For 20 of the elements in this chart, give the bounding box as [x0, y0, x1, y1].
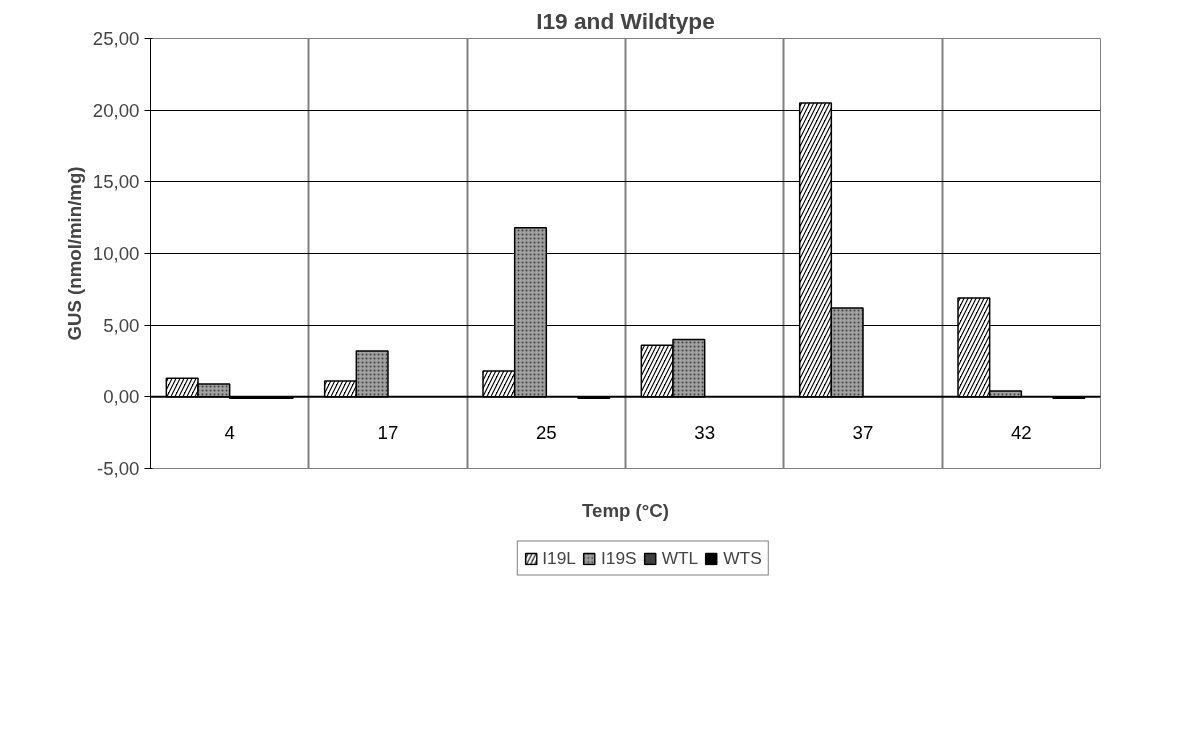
x-tick-label: 25 [535, 422, 557, 444]
x-tick-label: 37 [852, 422, 874, 444]
legend-label: I19L [542, 547, 576, 569]
y-tick-label: 20,00 [92, 99, 140, 121]
y-tick-label: 5,00 [103, 314, 140, 336]
y-tick-label: -5,00 [96, 458, 140, 479]
x-tick-label: 17 [377, 422, 399, 444]
legend-label: WTL [661, 547, 699, 569]
y-axis-title: GUS (nmol/min/mg) [63, 166, 85, 341]
y-tick-label: 0,00 [103, 386, 140, 408]
y-tick-label: 10,00 [92, 243, 140, 264]
chart-title: I19 and Wildtype [536, 7, 715, 34]
x-tick-label: 33 [694, 422, 716, 444]
x-tick-label: 42 [1010, 422, 1032, 444]
x-axis-title: Temp (°C) [582, 499, 669, 521]
x-tick-label: 4 [224, 422, 235, 444]
legend-label: I19S [601, 547, 637, 569]
y-tick-label: 25,00 [92, 28, 140, 49]
y-tick-label: 15,00 [92, 171, 140, 193]
legend-label: WTS [723, 547, 762, 569]
